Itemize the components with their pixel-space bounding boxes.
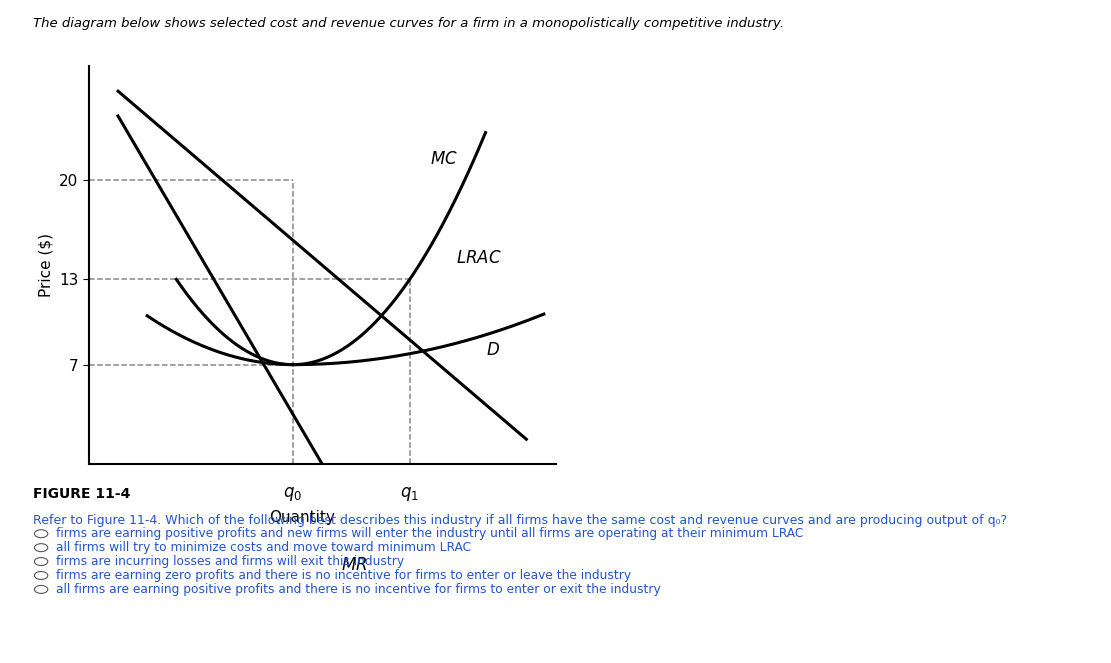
Text: $LRAC$: $LRAC$: [457, 249, 502, 267]
Text: $D$: $D$: [486, 341, 500, 359]
Text: Refer to Figure 11-4. Which of the following best describes this industry if all: Refer to Figure 11-4. Which of the follo…: [33, 514, 1008, 527]
Text: all firms will try to minimize costs and move toward minimum LRAC: all firms will try to minimize costs and…: [56, 541, 471, 554]
Y-axis label: Price ($): Price ($): [39, 233, 53, 297]
Text: $MC$: $MC$: [430, 150, 458, 168]
Text: $q_1$: $q_1$: [400, 485, 419, 503]
Text: $q_0$: $q_0$: [283, 485, 302, 503]
Text: all firms are earning positive profits and there is no incentive for firms to en: all firms are earning positive profits a…: [56, 583, 660, 596]
Text: firms are incurring losses and firms will exit this industry: firms are incurring losses and firms wil…: [56, 555, 403, 568]
Text: Quantity: Quantity: [269, 510, 334, 524]
Text: FIGURE 11-4: FIGURE 11-4: [33, 487, 131, 501]
Text: firms are earning zero profits and there is no incentive for firms to enter or l: firms are earning zero profits and there…: [56, 569, 631, 582]
Text: firms are earning positive profits and new firms will enter the industry until a: firms are earning positive profits and n…: [56, 527, 803, 540]
Text: $MR$: $MR$: [341, 556, 368, 574]
Text: The diagram below shows selected cost and revenue curves for a firm in a monopol: The diagram below shows selected cost an…: [33, 17, 784, 30]
